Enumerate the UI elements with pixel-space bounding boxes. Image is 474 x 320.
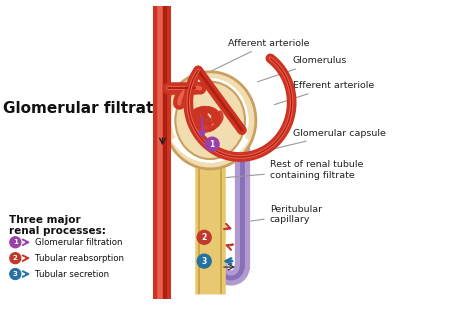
Text: Efferent arteriole: Efferent arteriole: [274, 81, 374, 105]
Ellipse shape: [173, 79, 248, 162]
Text: 2: 2: [201, 233, 207, 242]
Circle shape: [10, 237, 21, 248]
Text: 1: 1: [13, 239, 18, 245]
Text: 3: 3: [13, 271, 18, 277]
Ellipse shape: [164, 72, 256, 169]
Text: Glomerular filtration: Glomerular filtration: [3, 101, 180, 116]
Text: 1: 1: [210, 140, 215, 148]
Text: Rest of renal tubule
containing filtrate: Rest of renal tubule containing filtrate: [225, 160, 363, 180]
Circle shape: [10, 253, 21, 264]
Circle shape: [197, 230, 211, 244]
Ellipse shape: [175, 82, 245, 159]
Text: Tubular secretion: Tubular secretion: [35, 269, 109, 278]
Text: Peritubular
capillary: Peritubular capillary: [251, 205, 322, 224]
Circle shape: [205, 137, 219, 151]
Text: Three major
renal processes:: Three major renal processes:: [9, 214, 106, 236]
Wedge shape: [172, 118, 248, 162]
Text: Glomerular filtration: Glomerular filtration: [35, 238, 123, 247]
Text: Glomerular capsule: Glomerular capsule: [251, 129, 385, 154]
Text: Tubular reabsorption: Tubular reabsorption: [35, 254, 124, 263]
Text: Afferent arteriole: Afferent arteriole: [188, 38, 310, 83]
Text: 3: 3: [201, 257, 207, 266]
Circle shape: [197, 254, 211, 268]
Text: Glomerulus: Glomerulus: [257, 56, 347, 82]
Circle shape: [10, 268, 21, 279]
Text: 2: 2: [13, 255, 18, 261]
